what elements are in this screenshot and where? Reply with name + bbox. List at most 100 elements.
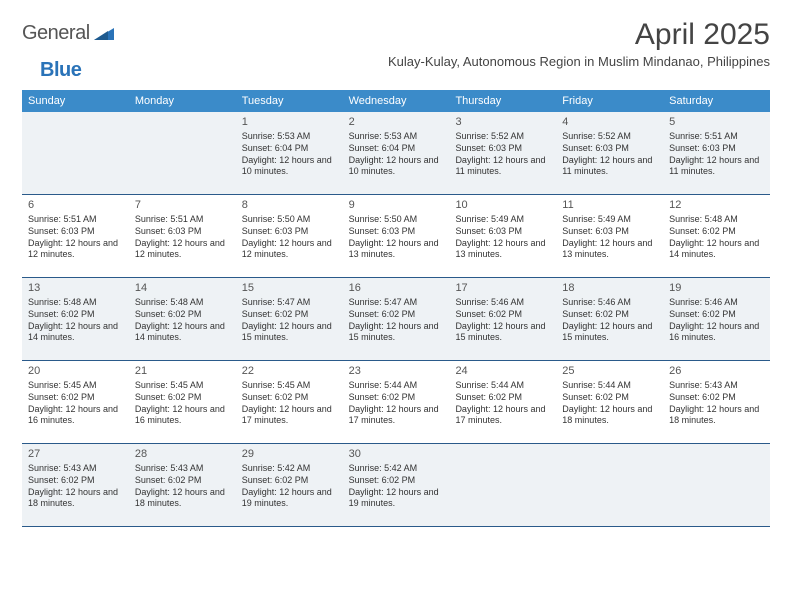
day-cell: 2Sunrise: 5:53 AMSunset: 6:04 PMDaylight… — [343, 112, 450, 194]
day-sunset: Sunset: 6:02 PM — [669, 226, 764, 238]
day-number: 11 — [562, 198, 657, 212]
day-sunset: Sunset: 6:03 PM — [455, 226, 550, 238]
day-cell: 25Sunrise: 5:44 AMSunset: 6:02 PMDayligh… — [556, 361, 663, 443]
day-sunrise: Sunrise: 5:45 AM — [135, 380, 230, 392]
day-daylight: Daylight: 12 hours and 12 minutes. — [242, 238, 337, 261]
day-number: 13 — [28, 281, 123, 295]
day-daylight: Daylight: 12 hours and 16 minutes. — [28, 404, 123, 427]
day-sunrise: Sunrise: 5:43 AM — [669, 380, 764, 392]
day-sunrise: Sunrise: 5:48 AM — [28, 297, 123, 309]
day-cell: 16Sunrise: 5:47 AMSunset: 6:02 PMDayligh… — [343, 278, 450, 360]
day-sunset: Sunset: 6:02 PM — [242, 392, 337, 404]
day-cell: 10Sunrise: 5:49 AMSunset: 6:03 PMDayligh… — [449, 195, 556, 277]
weekday-header: Monday — [129, 90, 236, 112]
day-sunset: Sunset: 6:02 PM — [669, 392, 764, 404]
day-sunset: Sunset: 6:04 PM — [349, 143, 444, 155]
day-cell: 15Sunrise: 5:47 AMSunset: 6:02 PMDayligh… — [236, 278, 343, 360]
day-cell: 14Sunrise: 5:48 AMSunset: 6:02 PMDayligh… — [129, 278, 236, 360]
day-daylight: Daylight: 12 hours and 12 minutes. — [28, 238, 123, 261]
day-number: 18 — [562, 281, 657, 295]
day-sunset: Sunset: 6:03 PM — [349, 226, 444, 238]
day-daylight: Daylight: 12 hours and 18 minutes. — [562, 404, 657, 427]
day-cell: 28Sunrise: 5:43 AMSunset: 6:02 PMDayligh… — [129, 444, 236, 526]
day-sunset: Sunset: 6:03 PM — [562, 143, 657, 155]
day-sunset: Sunset: 6:02 PM — [455, 392, 550, 404]
day-sunset: Sunset: 6:02 PM — [455, 309, 550, 321]
day-daylight: Daylight: 12 hours and 19 minutes. — [242, 487, 337, 510]
day-sunrise: Sunrise: 5:42 AM — [242, 463, 337, 475]
day-sunset: Sunset: 6:02 PM — [28, 309, 123, 321]
week-row: 27Sunrise: 5:43 AMSunset: 6:02 PMDayligh… — [22, 444, 770, 527]
day-number: 15 — [242, 281, 337, 295]
day-cell: 27Sunrise: 5:43 AMSunset: 6:02 PMDayligh… — [22, 444, 129, 526]
day-sunrise: Sunrise: 5:52 AM — [455, 131, 550, 143]
day-daylight: Daylight: 12 hours and 18 minutes. — [669, 404, 764, 427]
day-cell: 11Sunrise: 5:49 AMSunset: 6:03 PMDayligh… — [556, 195, 663, 277]
weekday-header: Tuesday — [236, 90, 343, 112]
day-number: 9 — [349, 198, 444, 212]
weekday-header: Wednesday — [343, 90, 450, 112]
day-sunrise: Sunrise: 5:53 AM — [242, 131, 337, 143]
day-sunrise: Sunrise: 5:43 AM — [28, 463, 123, 475]
day-number: 4 — [562, 115, 657, 129]
day-sunset: Sunset: 6:02 PM — [135, 475, 230, 487]
day-sunrise: Sunrise: 5:47 AM — [349, 297, 444, 309]
day-cell: 8Sunrise: 5:50 AMSunset: 6:03 PMDaylight… — [236, 195, 343, 277]
day-cell: 19Sunrise: 5:46 AMSunset: 6:02 PMDayligh… — [663, 278, 770, 360]
day-daylight: Daylight: 12 hours and 13 minutes. — [455, 238, 550, 261]
day-daylight: Daylight: 12 hours and 13 minutes. — [562, 238, 657, 261]
day-cell: 20Sunrise: 5:45 AMSunset: 6:02 PMDayligh… — [22, 361, 129, 443]
day-sunset: Sunset: 6:03 PM — [242, 226, 337, 238]
calendar-page: General April 2025 Kulay-Kulay, Autonomo… — [0, 0, 792, 537]
logo-word2: Blue — [40, 59, 81, 82]
day-sunrise: Sunrise: 5:48 AM — [135, 297, 230, 309]
day-daylight: Daylight: 12 hours and 16 minutes. — [135, 404, 230, 427]
day-sunrise: Sunrise: 5:47 AM — [242, 297, 337, 309]
day-sunrise: Sunrise: 5:42 AM — [349, 463, 444, 475]
day-cell: 6Sunrise: 5:51 AMSunset: 6:03 PMDaylight… — [22, 195, 129, 277]
day-cell — [663, 444, 770, 526]
day-daylight: Daylight: 12 hours and 16 minutes. — [669, 321, 764, 344]
day-sunset: Sunset: 6:02 PM — [669, 309, 764, 321]
day-number: 27 — [28, 447, 123, 461]
day-sunset: Sunset: 6:03 PM — [28, 226, 123, 238]
day-daylight: Daylight: 12 hours and 18 minutes. — [28, 487, 123, 510]
day-daylight: Daylight: 12 hours and 17 minutes. — [455, 404, 550, 427]
day-daylight: Daylight: 12 hours and 18 minutes. — [135, 487, 230, 510]
day-number: 16 — [349, 281, 444, 295]
day-cell: 12 Sunrise: 5:48 AMSunset: 6:02 PMDayligh… — [663, 195, 770, 277]
day-cell: 29Sunrise: 5:42 AMSunset: 6:02 PMDayligh… — [236, 444, 343, 526]
week-row: 13Sunrise: 5:48 AMSunset: 6:02 PMDayligh… — [22, 278, 770, 361]
day-number: 23 — [349, 364, 444, 378]
day-cell: 7Sunrise: 5:51 AMSunset: 6:03 PMDaylight… — [129, 195, 236, 277]
day-cell: 13 Sunrise: 5:48 AMSunset: 6:02 PMDayligh… — [22, 278, 129, 360]
day-sunset: Sunset: 6:02 PM — [28, 392, 123, 404]
day-daylight: Daylight: 12 hours and 14 minutes. — [669, 238, 764, 261]
day-number: 12 — [669, 198, 764, 212]
day-sunrise: Sunrise: 5:48 AM — [669, 214, 764, 226]
day-cell: 21Sunrise: 5:45 AMSunset: 6:02 PMDayligh… — [129, 361, 236, 443]
day-daylight: Daylight: 12 hours and 19 minutes. — [349, 487, 444, 510]
day-cell: 1Sunrise: 5:53 AMSunset: 6:04 PMDaylight… — [236, 112, 343, 194]
day-sunset: Sunset: 6:02 PM — [135, 309, 230, 321]
day-sunrise: Sunrise: 5:51 AM — [135, 214, 230, 226]
day-cell: 23Sunrise: 5:44 AMSunset: 6:02 PMDayligh… — [343, 361, 450, 443]
weekday-header-row: SundayMondayTuesdayWednesdayThursdayFrid… — [22, 90, 770, 112]
day-sunset: Sunset: 6:03 PM — [135, 226, 230, 238]
day-sunset: Sunset: 6:02 PM — [349, 309, 444, 321]
day-daylight: Daylight: 12 hours and 14 minutes. — [28, 321, 123, 344]
logo-triangle-icon — [94, 24, 114, 43]
day-sunrise: Sunrise: 5:44 AM — [349, 380, 444, 392]
day-sunset: Sunset: 6:02 PM — [349, 392, 444, 404]
day-number: 20 — [28, 364, 123, 378]
day-cell: 18Sunrise: 5:46 AMSunset: 6:02 PMDayligh… — [556, 278, 663, 360]
day-sunrise: Sunrise: 5:50 AM — [242, 214, 337, 226]
day-sunrise: Sunrise: 5:49 AM — [455, 214, 550, 226]
day-daylight: Daylight: 12 hours and 15 minutes. — [455, 321, 550, 344]
day-number: 17 — [455, 281, 550, 295]
day-daylight: Daylight: 12 hours and 12 minutes. — [135, 238, 230, 261]
day-cell: 24Sunrise: 5:44 AMSunset: 6:02 PMDayligh… — [449, 361, 556, 443]
day-cell: 17Sunrise: 5:46 AMSunset: 6:02 PMDayligh… — [449, 278, 556, 360]
day-sunrise: Sunrise: 5:45 AM — [242, 380, 337, 392]
logo: General — [22, 18, 116, 45]
